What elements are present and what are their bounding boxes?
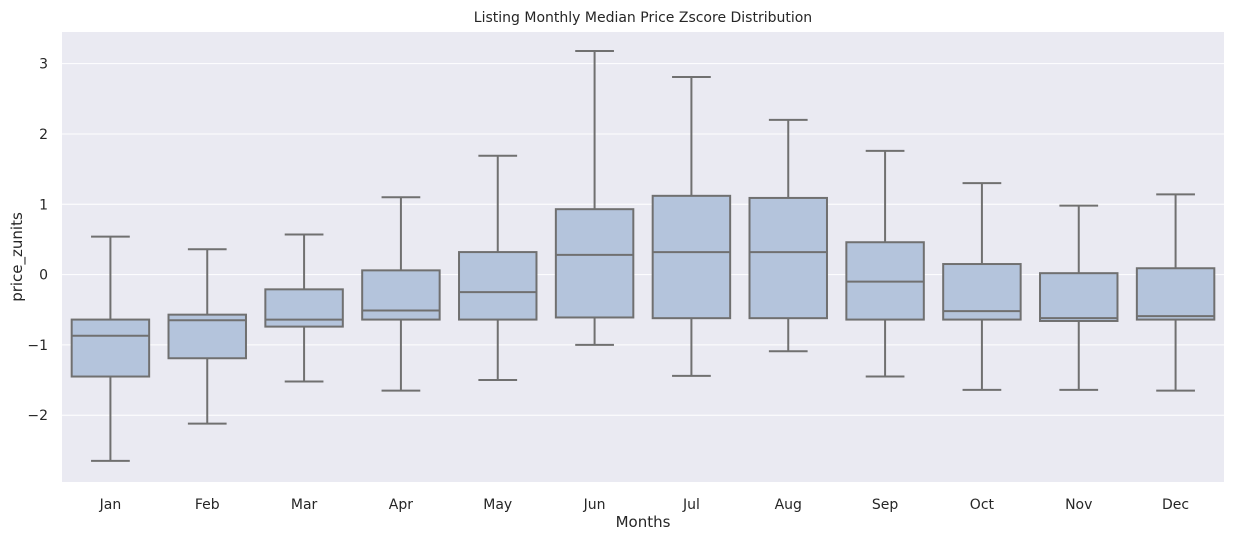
- box-dec: [1135, 193, 1216, 392]
- boxes-group: [70, 49, 1216, 462]
- x-tick-label: Apr: [389, 497, 413, 513]
- plot-background: [62, 32, 1224, 482]
- box-iqr: [167, 313, 247, 360]
- box-iqr: [264, 288, 344, 328]
- x-tick-label: Oct: [970, 497, 995, 513]
- box-iqr: [458, 251, 538, 321]
- y-tick-labels: 3 2 1 0 −1 −2: [27, 57, 48, 425]
- box-jul: [651, 76, 732, 377]
- box-apr: [361, 196, 441, 392]
- x-tick-label: Feb: [195, 497, 220, 513]
- box-jun: [554, 49, 635, 346]
- x-tick-label: Sep: [872, 497, 899, 513]
- grid-lines: [62, 63, 1224, 416]
- box-iqr: [70, 318, 151, 378]
- box-iqr: [1039, 272, 1119, 322]
- box-nov: [1039, 204, 1119, 391]
- x-tick-label: Jan: [99, 497, 122, 513]
- x-tick-label: Nov: [1065, 497, 1092, 513]
- y-tick-label: −1: [27, 338, 48, 354]
- y-tick-label: 0: [39, 268, 48, 284]
- y-tick-label: 2: [39, 127, 48, 143]
- box-iqr: [554, 208, 635, 319]
- y-tick-label: −2: [27, 408, 48, 424]
- x-tick-label: May: [483, 497, 512, 513]
- x-tick-label: Jul: [682, 497, 700, 513]
- x-tick-label: Dec: [1162, 497, 1189, 513]
- x-tick-label: Jun: [583, 497, 606, 513]
- box-iqr: [1135, 267, 1216, 321]
- chart-title: Listing Monthly Median Price Zscore Dist…: [474, 10, 812, 26]
- y-tick-label: 3: [39, 57, 48, 73]
- x-axis-label: Months: [616, 513, 671, 531]
- y-tick-label: 1: [39, 197, 48, 213]
- y-axis-label: price_zunits: [8, 212, 27, 302]
- box-mar: [264, 233, 344, 383]
- box-sep: [845, 149, 925, 378]
- box-oct: [942, 182, 1022, 391]
- box-feb: [167, 248, 247, 425]
- x-tick-label: Aug: [775, 497, 802, 513]
- x-tick-labels: Jan Feb Mar Apr May Jun Jul Aug Sep Oct Nov Dec: [99, 497, 1190, 513]
- box-aug: [748, 118, 828, 353]
- x-tick-label: Mar: [291, 497, 318, 513]
- box-iqr: [651, 194, 732, 320]
- box-iqr: [361, 269, 441, 321]
- box-may: [458, 154, 538, 382]
- box-jan: [70, 235, 151, 462]
- box-iqr: [748, 196, 828, 320]
